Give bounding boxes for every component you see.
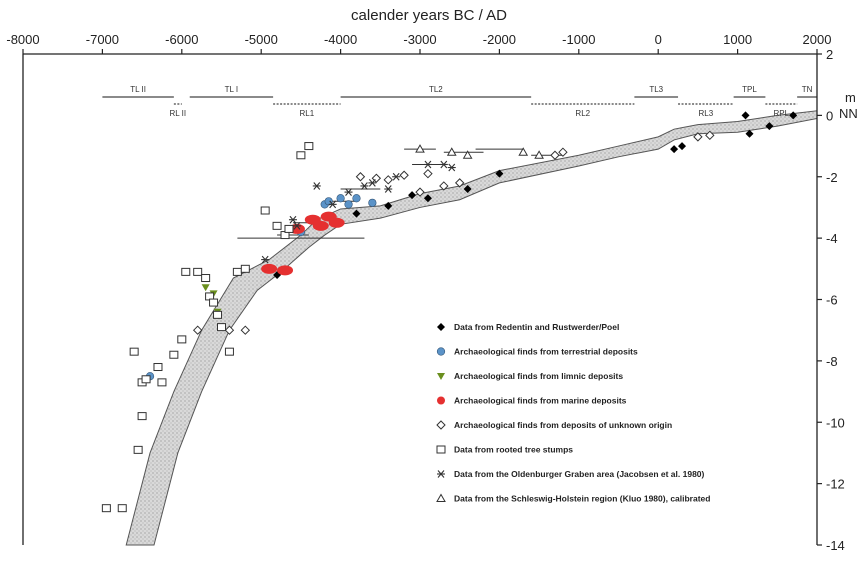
data-point xyxy=(277,265,293,275)
legend-marker xyxy=(437,446,445,453)
period-label-top: TL I xyxy=(225,85,238,94)
period-label-bottom: RL2 xyxy=(575,109,590,118)
data-point xyxy=(138,413,146,420)
legend-label: Data from the Oldenburger Graben area (J… xyxy=(454,469,705,479)
x-tick-label: 0 xyxy=(655,32,662,47)
legend-marker xyxy=(437,348,445,356)
data-point xyxy=(210,299,218,306)
data-point xyxy=(353,194,361,202)
x-tick-label: -1000 xyxy=(562,32,595,47)
y-tick-label: -2 xyxy=(826,170,838,185)
period-label-bottom: RL1 xyxy=(300,109,315,118)
period-label-top: TL2 xyxy=(429,85,443,94)
legend-label: Data from rooted tree stumps xyxy=(454,445,573,455)
data-point xyxy=(194,268,202,275)
data-point xyxy=(261,207,269,214)
legend-label: Data from Redentin and Rustwerder/Poel xyxy=(454,322,619,332)
data-point xyxy=(178,336,186,343)
x-tick-label: -4000 xyxy=(324,32,357,47)
data-point xyxy=(225,348,233,355)
legend-marker xyxy=(437,397,445,405)
y-tick-label: -14 xyxy=(826,538,845,553)
y-tick-label: -8 xyxy=(826,354,838,369)
period-label-top: TN xyxy=(802,85,813,94)
data-point xyxy=(241,265,249,272)
data-point xyxy=(170,351,178,358)
data-point xyxy=(305,143,313,150)
x-tick-label: -5000 xyxy=(245,32,278,47)
period-label-bottom: RPL xyxy=(773,109,789,118)
y-tick-label: -12 xyxy=(826,477,845,492)
chart-title: calender years BC / AD xyxy=(351,7,507,24)
data-point xyxy=(337,194,345,202)
y-tick-label: -6 xyxy=(826,293,838,308)
data-point xyxy=(218,324,226,331)
data-point xyxy=(273,222,281,229)
x-tick-label: -6000 xyxy=(165,32,198,47)
legend-label: Archaeological finds from limnic deposit… xyxy=(454,371,623,381)
data-point xyxy=(182,268,190,275)
y-tick-label: 2 xyxy=(826,47,833,62)
data-point xyxy=(345,201,353,209)
data-point xyxy=(142,376,150,383)
data-point xyxy=(154,364,162,371)
data-point xyxy=(329,218,345,228)
data-point xyxy=(233,268,241,275)
x-tick-label: 1000 xyxy=(723,32,752,47)
legend-label: Archaeological finds from terrestrial de… xyxy=(454,347,638,357)
y-tick-label: -4 xyxy=(826,231,838,246)
data-point xyxy=(297,152,305,159)
data-point xyxy=(102,505,110,512)
period-label-top: TL II xyxy=(130,85,146,94)
data-point xyxy=(130,348,138,355)
data-point xyxy=(369,199,377,207)
data-point xyxy=(214,311,222,318)
x-tick-label: -2000 xyxy=(483,32,516,47)
period-label-bottom: RL3 xyxy=(698,109,713,118)
data-point xyxy=(285,225,293,232)
period-label-top: TPL xyxy=(742,85,757,94)
data-point xyxy=(261,264,277,274)
period-label-top: TL3 xyxy=(649,85,663,94)
data-point xyxy=(202,275,210,282)
legend-label: Archaeological finds from deposits of un… xyxy=(454,420,672,430)
period-label-bottom: RL II xyxy=(170,109,187,118)
x-tick-label: -7000 xyxy=(86,32,119,47)
legend-label: Data from the Schleswig-Holstein region … xyxy=(454,494,710,504)
y-tick-label: 0 xyxy=(826,108,833,123)
data-point xyxy=(134,446,142,453)
x-tick-label: -3000 xyxy=(403,32,436,47)
x-tick-label: -8000 xyxy=(6,32,39,47)
data-point xyxy=(158,379,166,386)
y-axis-label-line1: m xyxy=(845,90,856,105)
data-point xyxy=(313,221,329,231)
x-tick-label: 2000 xyxy=(803,32,832,47)
y-tick-label: -10 xyxy=(826,415,845,430)
y-axis-label-line2: NN xyxy=(839,106,858,121)
legend-label: Archaeological finds from marine deposit… xyxy=(454,396,627,406)
data-point xyxy=(118,505,126,512)
